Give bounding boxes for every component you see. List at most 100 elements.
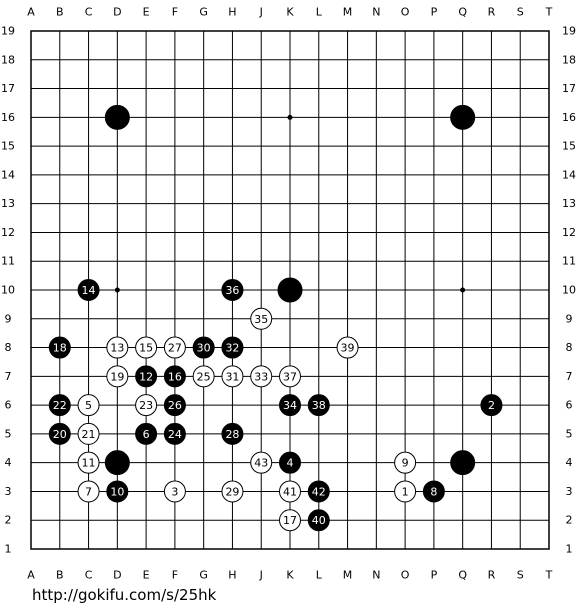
row-label: 16 <box>562 111 576 124</box>
column-label: T <box>545 569 553 582</box>
row-label: 17 <box>562 82 576 95</box>
column-label: F <box>172 6 178 19</box>
black-stone <box>104 450 130 476</box>
row-label: 2 <box>5 514 12 527</box>
row-label: 19 <box>1 25 15 38</box>
row-label: 4 <box>5 456 12 469</box>
move-number: 28 <box>225 428 239 441</box>
move-number: 21 <box>82 428 96 441</box>
row-label: 18 <box>1 53 15 66</box>
column-label: L <box>316 6 323 19</box>
column-label: D <box>113 6 121 19</box>
column-label: S <box>517 6 524 19</box>
row-label: 11 <box>1 255 15 268</box>
move-number: 40 <box>312 514 326 527</box>
column-label: C <box>85 6 93 19</box>
column-label: T <box>545 6 553 19</box>
row-label: 2 <box>566 514 573 527</box>
move-number: 26 <box>168 399 182 412</box>
move-number: 8 <box>430 485 437 498</box>
row-label: 6 <box>566 399 573 412</box>
move-number: 4 <box>287 457 294 470</box>
row-label: 9 <box>5 312 12 325</box>
star-point <box>114 287 120 293</box>
black-stone <box>307 394 330 417</box>
column-label: K <box>286 569 294 582</box>
black-stone <box>279 451 301 474</box>
move-number: 38 <box>312 399 326 412</box>
move-number: 16 <box>168 370 182 383</box>
move-number: 29 <box>225 485 239 498</box>
row-label: 9 <box>566 312 573 325</box>
star-point <box>460 287 466 293</box>
column-label: G <box>199 569 208 582</box>
column-label: E <box>143 6 150 19</box>
row-label: 13 <box>562 197 576 210</box>
white-stone <box>250 365 273 388</box>
move-number: 23 <box>139 399 153 412</box>
white-stone <box>221 480 244 503</box>
move-number: 35 <box>254 313 268 326</box>
white-stone <box>279 509 301 532</box>
move-number: 10 <box>110 485 124 498</box>
black-stone <box>480 394 503 417</box>
black-stone <box>221 336 244 359</box>
row-label: 4 <box>566 456 573 469</box>
black-stone <box>104 104 130 130</box>
column-label: R <box>488 6 496 19</box>
white-stone <box>192 365 215 388</box>
white-stone <box>77 422 100 445</box>
move-number: 18 <box>53 342 67 355</box>
column-label: J <box>259 569 263 582</box>
row-label: 16 <box>1 111 15 124</box>
move-number: 19 <box>110 370 124 383</box>
move-number: 34 <box>283 399 297 412</box>
white-stone <box>336 336 359 359</box>
move-number: 22 <box>53 399 67 412</box>
black-stone <box>450 450 476 476</box>
row-label: 7 <box>5 370 12 383</box>
move-number: 1 <box>402 485 409 498</box>
move-number: 2 <box>488 399 495 412</box>
row-label: 3 <box>566 485 573 498</box>
move-number: 14 <box>82 284 96 297</box>
move-number: 12 <box>139 370 153 383</box>
white-stone <box>279 480 301 503</box>
move-number: 32 <box>225 342 239 355</box>
white-stone <box>135 336 158 359</box>
black-stone <box>135 365 158 388</box>
column-label: H <box>228 569 236 582</box>
move-number: 27 <box>168 342 182 355</box>
white-stone <box>163 480 186 503</box>
row-label: 15 <box>562 140 576 153</box>
black-stone <box>77 279 100 301</box>
column-label: S <box>517 569 524 582</box>
column-label: O <box>401 6 410 19</box>
column-label: C <box>85 569 93 582</box>
move-number: 24 <box>168 428 182 441</box>
column-label: G <box>199 6 208 19</box>
move-number: 13 <box>110 342 124 355</box>
black-stone <box>307 509 330 532</box>
column-label: P <box>431 569 438 582</box>
move-number: 3 <box>171 485 178 498</box>
black-stone <box>106 480 129 503</box>
column-label: M <box>343 569 353 582</box>
column-label: Q <box>458 569 467 582</box>
row-label: 19 <box>562 25 576 38</box>
row-label: 14 <box>562 168 576 181</box>
white-stone <box>279 365 301 388</box>
black-stone <box>192 336 215 359</box>
row-label: 17 <box>1 82 15 95</box>
row-label: 10 <box>1 284 15 297</box>
black-stone <box>135 422 158 445</box>
column-label: N <box>372 6 380 19</box>
black-stone <box>163 365 186 388</box>
column-label: K <box>286 6 294 19</box>
white-stone <box>221 365 244 388</box>
column-label: B <box>56 569 64 582</box>
column-label: L <box>316 569 323 582</box>
row-label: 8 <box>5 341 12 354</box>
black-stone <box>277 277 303 303</box>
white-stone <box>106 365 129 388</box>
